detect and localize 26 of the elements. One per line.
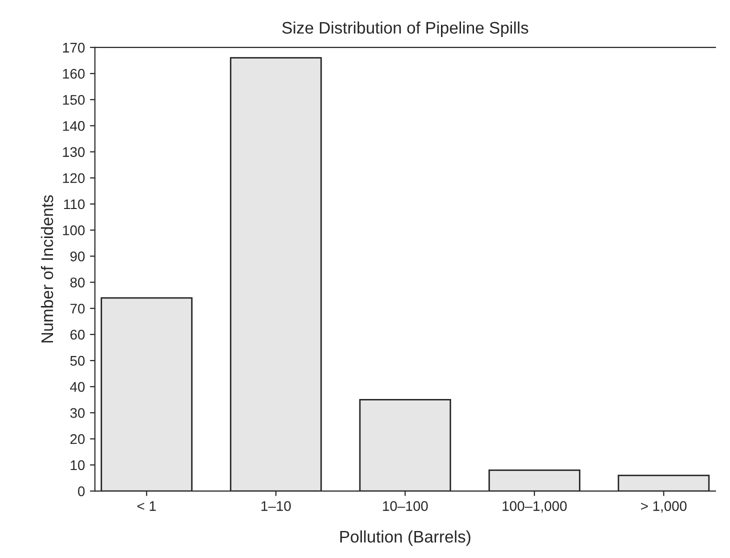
y-tick-label: 130 (63, 147, 85, 157)
x-tick-label: 10–100 (383, 501, 428, 511)
y-tick-label: 10 (70, 460, 85, 470)
y-tick-label: 120 (63, 173, 85, 184)
y-tick-label: 80 (70, 278, 85, 288)
y-tick-label: 100 (63, 225, 85, 236)
y-tick-label: 90 (70, 252, 85, 262)
y-tick-label: 60 (70, 330, 85, 340)
x-tick-label: < 1 (137, 501, 156, 511)
y-tick-label: 20 (70, 434, 85, 444)
y-tick-label: 40 (70, 382, 85, 392)
y-tick-label: 150 (63, 94, 85, 105)
x-tick-label: 1–10 (261, 501, 291, 511)
y-tick-label: 30 (70, 408, 85, 418)
y-tick-label: 160 (63, 68, 85, 79)
x-axis-title: Pollution (Barrels) (340, 530, 470, 546)
y-tick-label: 70 (70, 304, 85, 314)
chart-title: Size Distribution of Pipeline Spills (282, 21, 528, 37)
y-tick-label: 110 (64, 199, 85, 210)
x-tick-label: > 1,000 (641, 501, 687, 513)
y-tick-label: 0 (78, 486, 85, 496)
y-tick-label: 140 (63, 121, 85, 131)
x-tick-label: 100–1,000 (502, 501, 567, 513)
y-axis-title: Number of Incidents (40, 195, 54, 342)
y-tick-label: 170 (63, 42, 85, 53)
y-tick-label: 50 (70, 356, 85, 366)
